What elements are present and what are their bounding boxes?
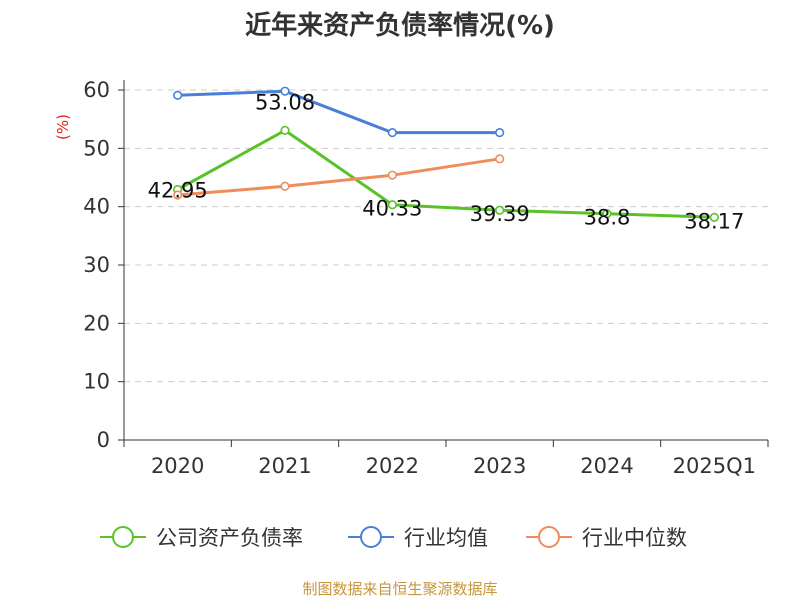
y-tick-label: 40 [83, 195, 110, 219]
data-label: 39.39 [470, 202, 530, 226]
data-label: 53.08 [255, 90, 315, 114]
data-point [280, 181, 290, 191]
x-tick-label: 2024 [580, 454, 633, 478]
y-tick-label: 20 [83, 311, 110, 335]
x-tick-label: 2020 [151, 454, 204, 478]
data-point [387, 170, 397, 180]
data-point [280, 86, 290, 96]
data-point [173, 190, 183, 200]
data-point [495, 154, 505, 164]
y-tick-label: 10 [83, 370, 110, 394]
data-label: 40.33 [362, 197, 422, 221]
data-label: 42.95 [148, 178, 208, 202]
series-line [176, 128, 715, 219]
legend-marker [538, 526, 560, 548]
data-point [280, 125, 290, 135]
legend: 公司资产负债率 行业均值 行业中位数 [100, 526, 687, 550]
x-tick-label: 2021 [258, 454, 311, 478]
chart-title: 近年来资产负债率情况(%) [245, 10, 555, 41]
series-line [177, 89, 500, 135]
data-point [495, 205, 505, 215]
axes: 0 10 20 30 40 50 60 2020 2021 2022 2023 2024 2025Q1 [83, 78, 769, 478]
legend-marker [112, 526, 134, 548]
x-tick-label: 2023 [473, 454, 526, 478]
legend-item: 行业均值 [348, 526, 488, 550]
legend-item: 行业中位数 [526, 526, 687, 550]
y-tick-label: 50 [83, 136, 110, 160]
legend-label: 行业中位数 [582, 526, 687, 550]
x-tick-label: 2025Q1 [673, 454, 756, 478]
series-lines [173, 86, 719, 222]
data-point [387, 127, 397, 138]
y-tick-label: 30 [83, 253, 110, 277]
legend-item: 公司资产负债率 [100, 526, 303, 550]
legend-label: 行业均值 [404, 526, 488, 550]
series-line [177, 157, 500, 197]
legend-label: 公司资产负债率 [156, 526, 303, 550]
y-axis-label: (%) [54, 114, 72, 140]
data-point [495, 127, 505, 138]
data-point [709, 212, 719, 222]
y-tick-label: 60 [83, 78, 110, 102]
data-point [173, 90, 183, 100]
data-label: 38.17 [684, 209, 744, 233]
y-tick-label: 0 [97, 428, 110, 452]
source-note: 制图数据来自恒生聚源数据库 [302, 580, 497, 598]
data-label: 38.8 [584, 206, 631, 230]
data-point [387, 200, 397, 210]
x-tick-label: 2022 [366, 454, 419, 478]
legend-marker [360, 526, 382, 548]
data-labels: 42.95 53.08 40.33 39.39 38.8 38.17 [148, 90, 745, 233]
data-point [602, 209, 612, 219]
